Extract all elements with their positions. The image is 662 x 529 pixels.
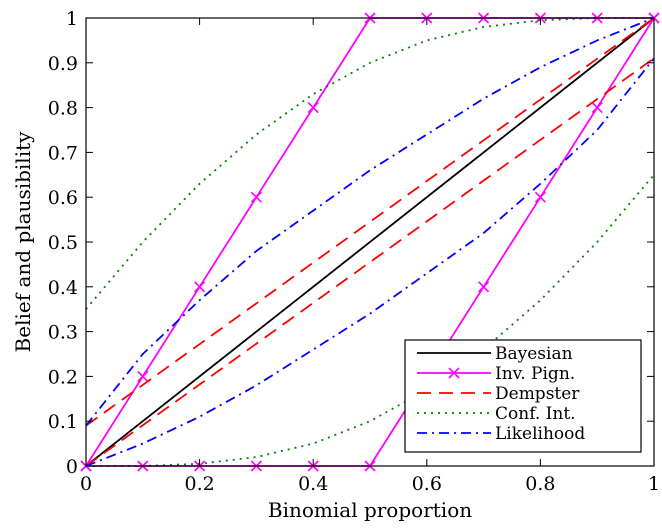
x-tick-label: 0.4: [298, 473, 328, 495]
y-tick-label: 0.9: [48, 53, 78, 75]
series-inv-pign-marker: [194, 281, 206, 293]
y-tick-label: 0.6: [48, 187, 78, 209]
series-inv-pign-marker: [478, 281, 490, 293]
series-inv-pign-marker: [137, 370, 149, 382]
legend-label-inv-pign: Inv. Pign.: [495, 364, 575, 384]
y-tick-label: 0.7: [48, 142, 78, 164]
series-likelihood-curve-2: [85, 57, 655, 467]
series-dempster-curve-2: [85, 57, 655, 467]
series-inv-pign-marker: [591, 102, 603, 114]
y-tick-label: 0: [66, 456, 78, 478]
series-inv-pign-marker: [307, 102, 319, 114]
x-tick-label: 0.8: [525, 473, 555, 495]
series-inv-pign-marker: [250, 191, 262, 203]
legend-label-bayesian: Bayesian: [495, 344, 573, 364]
series-bayesian-curve-1: [85, 17, 655, 467]
series-dempster-curve-1: [85, 17, 655, 427]
y-tick-label: 0.1: [48, 411, 78, 433]
series-conf-int-curve-1: [85, 17, 654, 310]
y-tick-label: 0.8: [48, 98, 78, 120]
x-tick-label: 0.6: [412, 473, 442, 495]
y-tick-label: 0.3: [48, 322, 78, 344]
legend-marker-inv-pign: [448, 367, 460, 379]
y-tick-label: 0.2: [48, 366, 78, 388]
legend-label-likelihood: Likelihood: [495, 424, 585, 444]
legend-label-dempster: Dempster: [495, 384, 580, 404]
ticks-layer: 0 0.2 0.4 0.6 0.8 1 0 0.1 0.2 0.3 0.4 0.5 0.6 0.7 0.8 0…: [48, 8, 660, 495]
y-axis-label: Belief and plausibility: [11, 131, 35, 353]
y-tick-label: 0.4: [48, 277, 78, 299]
x-tick-label: 0.2: [184, 473, 214, 495]
y-tick-label: 1: [66, 8, 78, 30]
x-tick-label: 1: [648, 473, 660, 495]
legend-label-conf-int: Conf. Int.: [495, 404, 576, 424]
series-inv-pign-marker: [534, 191, 546, 203]
y-tick-label: 0.5: [48, 232, 78, 254]
x-tick-label: 0: [80, 473, 92, 495]
x-axis-label: Binomial proportion: [268, 498, 472, 522]
